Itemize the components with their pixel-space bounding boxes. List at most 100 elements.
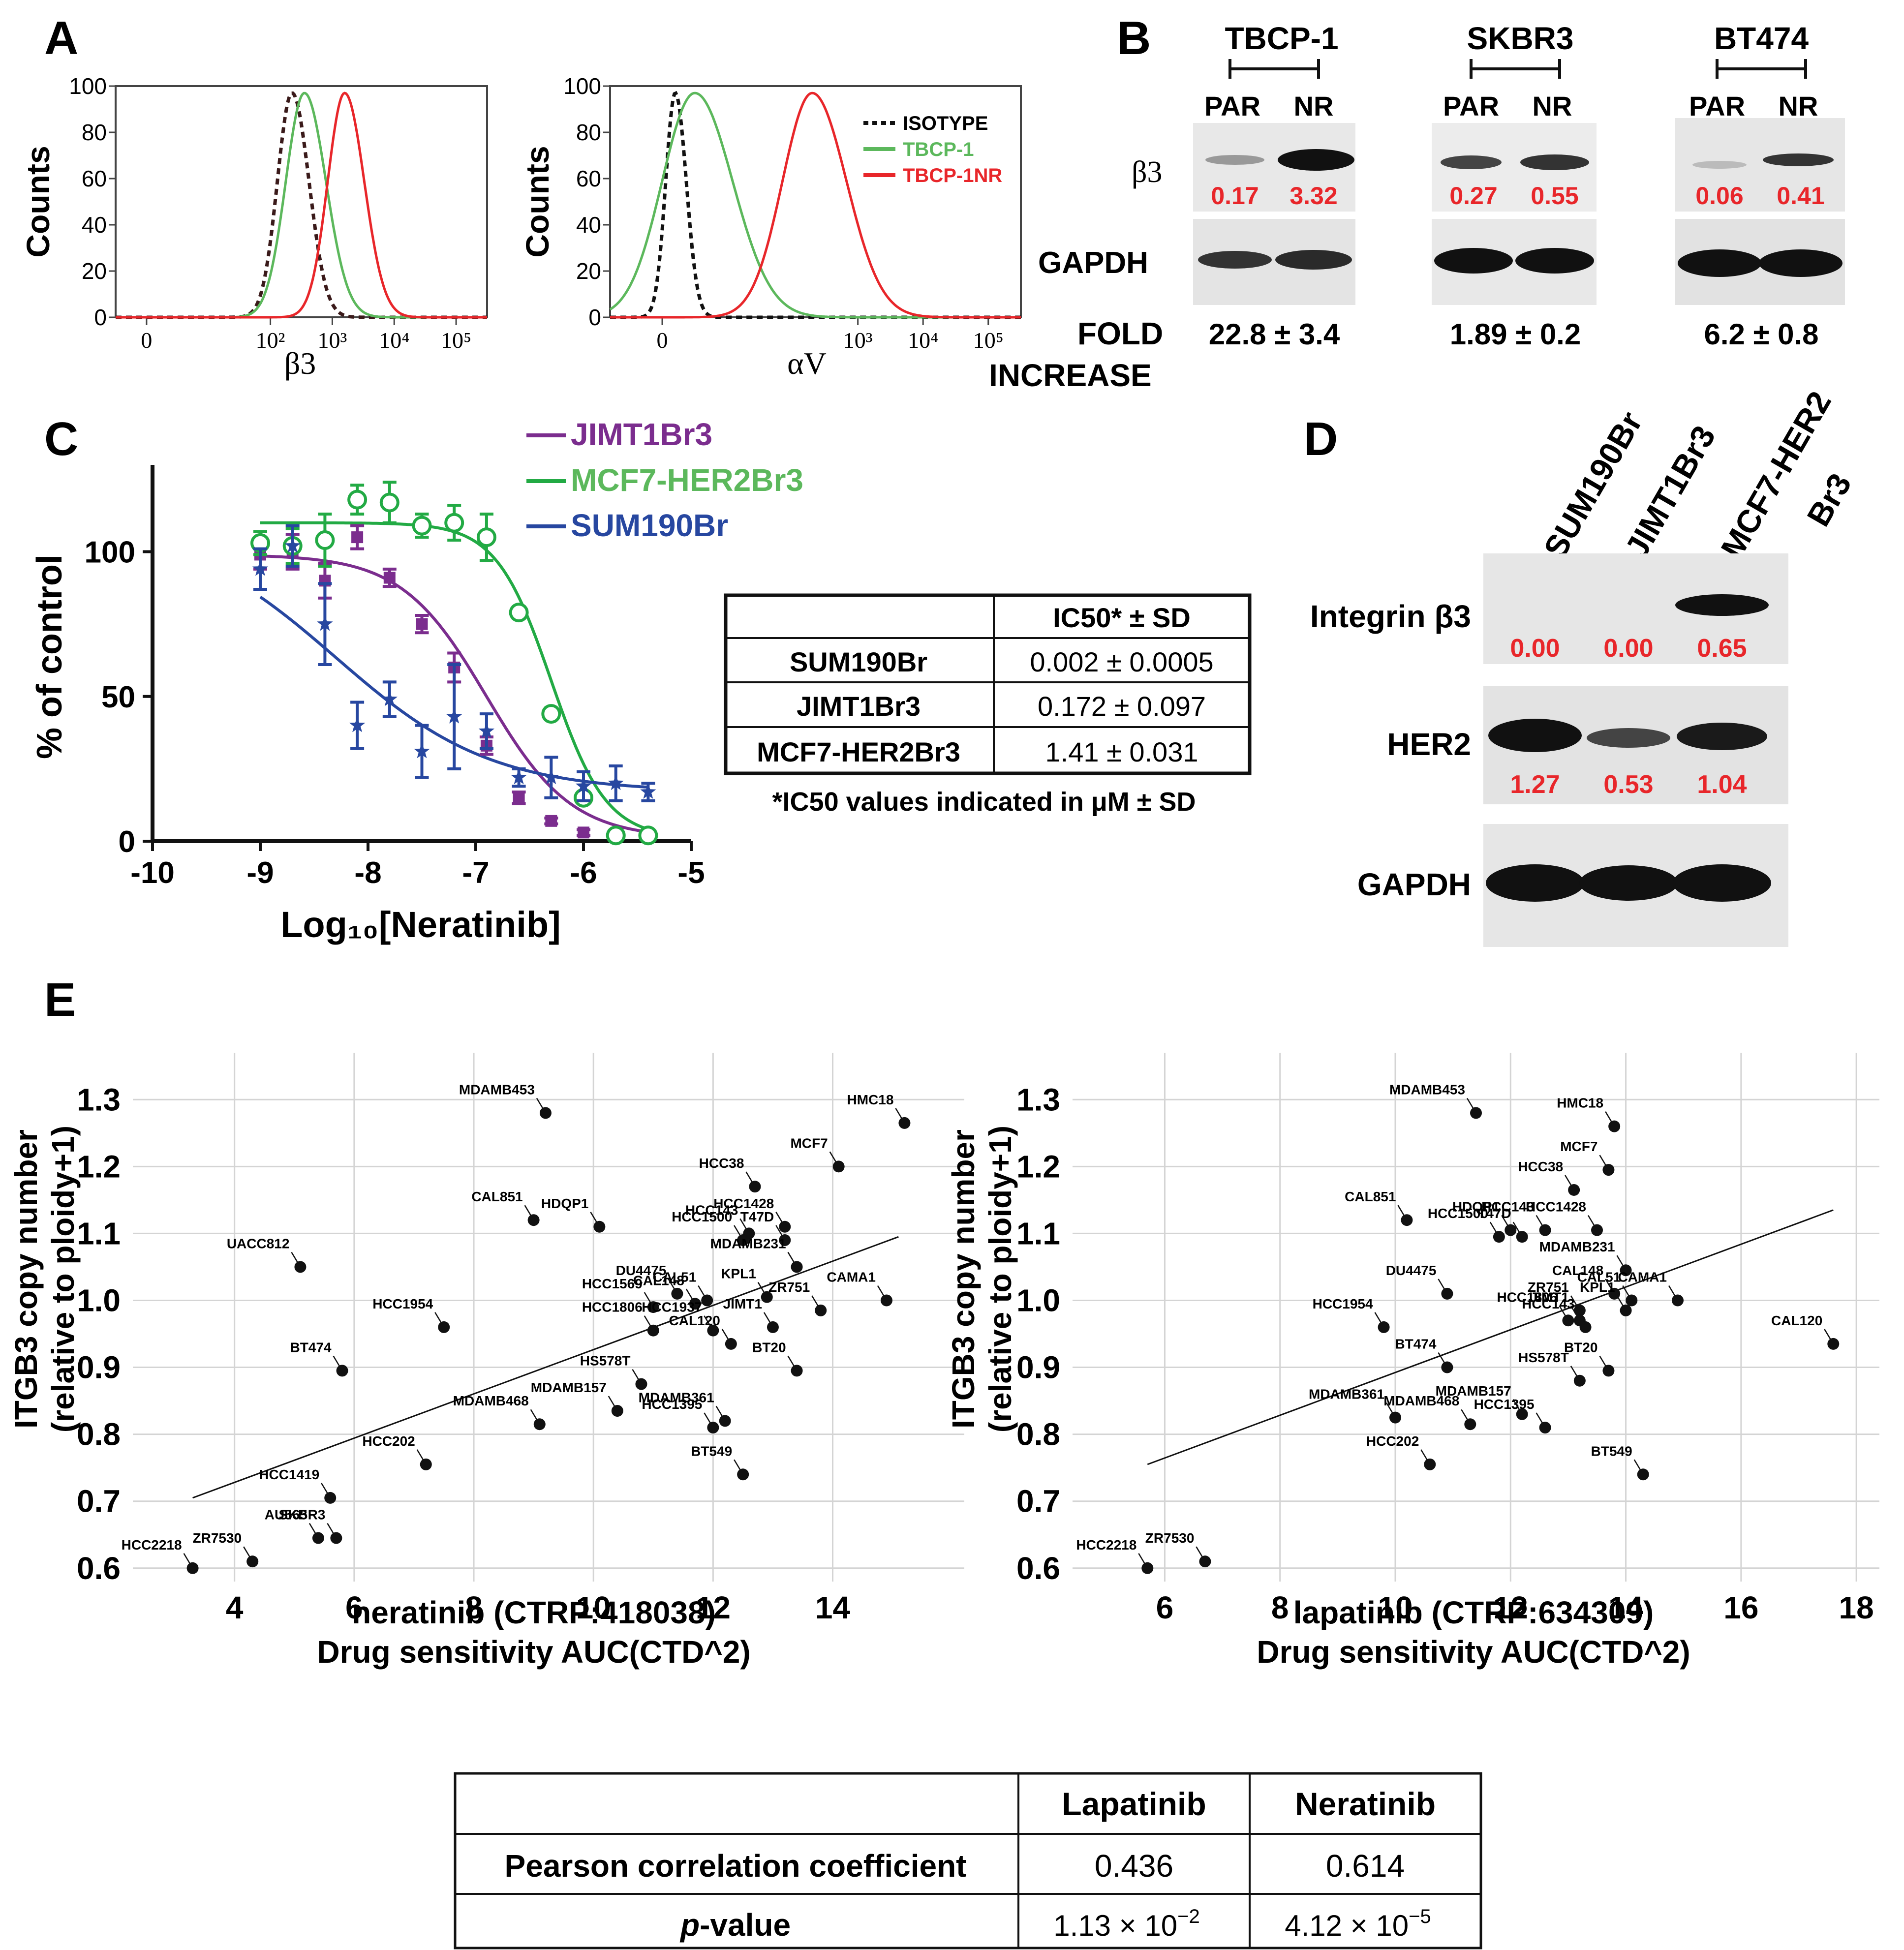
lane-nr: NR [1294, 91, 1334, 122]
point-jimt1br3 [416, 618, 428, 630]
bracket-tbcp1 [1228, 59, 1320, 79]
regression-line [192, 1236, 899, 1499]
point-zr7530 [1199, 1555, 1211, 1568]
x-tick-label: 8 [465, 1590, 483, 1625]
y-tick-label: 1.1 [1016, 1216, 1060, 1251]
series-tbcp-1nr [116, 91, 487, 319]
y-axis-label: % of control [30, 554, 69, 759]
point-label: CAL51 [652, 1269, 696, 1284]
histogram-beta3: 0 20 40 60 80 100 0 10² 10³ 10⁴ 10⁵ Counts β3 [20, 73, 488, 381]
point-du4475 [1441, 1287, 1453, 1300]
x-tick-label: 0 [657, 328, 668, 353]
point-hcc1806 [647, 1324, 659, 1337]
x-axis-label-2: Drug sensitivity AUC(CTD^2) [1257, 1634, 1690, 1670]
y-tick-label: 80 [82, 120, 107, 145]
lane-nr: NR [1779, 91, 1818, 122]
point-mcf7-her2br3 [347, 489, 368, 510]
band [1673, 864, 1771, 902]
y-tick-label: 50 [101, 680, 135, 714]
row-her2: HER2 [1387, 727, 1471, 762]
point-label: HCC1937 [642, 1300, 702, 1315]
point-hcc1937 [707, 1324, 719, 1337]
point-mdamb453 [1470, 1107, 1482, 1119]
point-sum190br [446, 708, 462, 724]
table-header: IC50* ± SD [1053, 602, 1191, 633]
point-label: HCC1419 [259, 1467, 319, 1482]
point-mcf7-her2br3 [541, 704, 561, 724]
point-bt474 [1441, 1361, 1453, 1373]
her2-value: 1.27 [1510, 770, 1560, 799]
panel-label-d: D [1304, 413, 1338, 465]
point-label: MDAMB468 [1383, 1393, 1459, 1408]
x-tick-label: 16 [1723, 1590, 1758, 1625]
point-hcc1569 [647, 1301, 659, 1313]
point-cal120 [725, 1338, 737, 1350]
point-label: HCC1500 [1428, 1206, 1488, 1221]
band [1763, 153, 1834, 166]
point-mcf7-her2br3 [379, 492, 399, 513]
point-label: KPL1 [721, 1266, 756, 1281]
point-label: HCC1806 [1497, 1289, 1557, 1305]
point-label: T47D [740, 1209, 774, 1224]
point-hcc1428 [1591, 1224, 1603, 1236]
point-label: CAL851 [1345, 1189, 1396, 1204]
point-label: HS578T [580, 1353, 631, 1369]
x-tick-label: 10³ [843, 328, 873, 353]
x-tick-label: -9 [246, 856, 274, 890]
lane-par: PAR [1689, 91, 1745, 122]
western-blot-b: TBCP-1 SKBR3 BT474 PAR NR PAR NR PAR NR … [989, 21, 1845, 393]
point-hmc18 [898, 1117, 911, 1129]
point-mdamb468 [1464, 1418, 1476, 1431]
point-uacc812 [294, 1261, 307, 1273]
table-cell: 1.41 ± 0.031 [1045, 736, 1198, 767]
point-au565 [312, 1532, 324, 1544]
ic50-table: IC50* ± SD SUM190Br 0.002 ± 0.0005 JIMT1… [724, 593, 1252, 817]
point-label: HMC18 [1557, 1096, 1603, 1111]
point-jimt1br3 [351, 531, 364, 544]
scatter-lapatinib: 6 8 10 12 14 16 18 0.6 0.7 0.8 0.9 1.0 1.1 1.2 1.3 MDA… [946, 1053, 1879, 1670]
integrin-value: 0.00 [1603, 634, 1653, 663]
point-bt549 [1637, 1468, 1649, 1481]
point-mdamb361 [1389, 1411, 1401, 1424]
y-tick-label: 1.1 [77, 1216, 121, 1251]
x-axis-label: lapatinib (CTRP:634309) [1293, 1595, 1654, 1630]
point-sum190br [478, 723, 495, 738]
point-label: MDAMB361 [1309, 1387, 1384, 1402]
x-axis-label: Log₁₀[Neratinib] [280, 904, 561, 945]
value-skbr3-nr: 0.55 [1531, 182, 1578, 210]
point-cal51 [701, 1294, 713, 1307]
table-row-label: SUM190Br [790, 646, 927, 677]
band [1675, 594, 1769, 616]
x-tick-label: 4 [226, 1590, 244, 1625]
band [1434, 248, 1513, 274]
point-bt20 [1602, 1365, 1615, 1377]
point-skbr3 [330, 1532, 342, 1544]
point-mcf7 [1602, 1164, 1615, 1176]
x-tick-label: 10 [1378, 1590, 1413, 1625]
point-zr7530 [246, 1555, 259, 1568]
x-tick-label: 10⁵ [973, 328, 1004, 353]
western-blot-d: SUM190Br JIMT1Br3 MCF7-HER2 Br3 Integrin… [1310, 385, 1858, 947]
point-sum190br [284, 537, 301, 553]
band [1488, 719, 1582, 752]
bracket-bt474 [1716, 59, 1807, 79]
band [1678, 249, 1761, 277]
fold-bt474: 6.2 ± 0.8 [1704, 318, 1818, 351]
y-axis-label-2: (relative to ploidy+1) [45, 1126, 81, 1432]
panel-label-a: A [44, 12, 78, 64]
y-tick-label: 100 [69, 73, 107, 99]
point-hmc18 [1608, 1120, 1621, 1132]
point-label: HCC1569 [582, 1276, 643, 1291]
her2-value: 0.53 [1603, 770, 1653, 799]
cell-line-bt474: BT474 [1714, 21, 1809, 56]
y-tick-label: 20 [82, 258, 107, 284]
point-label: ZR7530 [1145, 1530, 1195, 1546]
point-hcc2218 [1141, 1562, 1154, 1574]
point-label: HCC143 [685, 1202, 738, 1218]
y-tick-label: 0.8 [77, 1417, 121, 1452]
y-tick-label: 80 [576, 120, 601, 145]
band [1692, 161, 1747, 169]
point-mcf7-her2br3 [412, 516, 432, 536]
point-hcc1395 [1539, 1422, 1551, 1434]
